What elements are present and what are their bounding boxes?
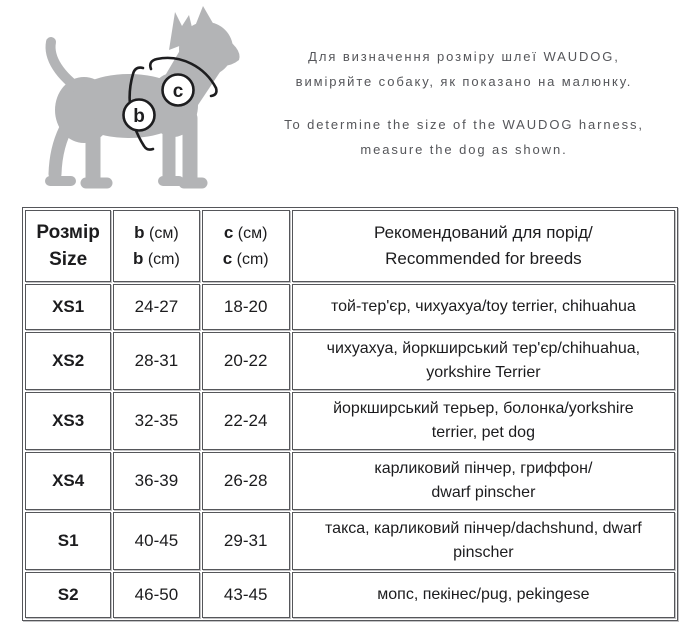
breeds-text: йоркширський терьер, болонка/yorkshire t… [291,392,675,450]
instructions-ukrainian: Для визначення розміру шлеї WAUDOG, вимі… [238,44,690,94]
header-neck-c: c (см) c (cm) [201,210,290,282]
header-b-letter-2: b [133,249,144,268]
neck-range: 29-31 [201,512,290,570]
header-c-letter: c [223,223,234,242]
header-b-letter: b [134,223,145,242]
header-breeds: Рекомендований для порід/ Recommended fo… [291,210,675,282]
measure-point-b-label: b [133,106,145,127]
instructions-uk-line1: Для визначення розміру шлеї WAUDOG, [308,49,620,64]
dog-right-ear [190,6,225,44]
breeds-text: мопс, пекінес/pug, pekingese [291,572,675,618]
breeds-text: карликовий пінчер, гриффон/ dwarf pinsch… [291,452,675,510]
size-label: S2 [25,572,112,618]
header-row: Розмір Size b (см) b (cm) c (см) c (cm) [25,210,675,282]
header-size: Розмір Size [25,210,112,282]
header-breeds-uk: Рекомендований для порід/ [374,223,593,242]
neck-range: 18-20 [201,284,290,330]
girth-range: 24-27 [113,284,200,330]
dog-body-shapes [45,6,240,189]
measure-markers: b c [122,73,195,132]
dog-hind-leg-2 [48,111,79,181]
instructions-uk-line2: виміряйте собаку, як показано на малюнку… [295,74,633,89]
instructions-en-line2: measure the dog as shown. [360,142,568,157]
girth-range: 32-35 [113,392,200,450]
header-size-en: Size [49,249,88,270]
header-c-unit-en: (cm) [236,251,269,268]
measure-point-c-label: c [173,81,184,102]
size-label: XS2 [25,332,112,390]
girth-range: 40-45 [113,512,200,570]
table-row-xs4: XS4 36-39 26-28 карликовий пінчер, грифф… [25,452,675,510]
breeds-text: чихуахуа, йоркширський тер'єр/chihuahua,… [291,332,675,390]
header-girth-b: b (см) b (cm) [113,210,200,282]
size-table: Розмір Size b (см) b (cm) c (см) c (cm) [22,207,678,621]
table-row-s2: S2 46-50 43-45 мопс, пекінес/pug, peking… [25,572,675,618]
instructions-english: To determine the size of the WAUDOG harn… [238,112,690,162]
size-label: S1 [25,512,112,570]
instructions-en-line1: To determine the size of the WAUDOG harn… [284,117,644,132]
hero-section: b c Для визначення розміру шлеї WAUDOG, … [0,0,700,205]
measure-point-c-circle [161,73,195,107]
dog-silhouette-svg: b c [45,6,240,189]
header-c-letter-2: c [222,249,233,268]
table-row-s1: S1 40-45 29-31 такса, карликовий пінчер/… [25,512,675,570]
dog-illustration: b c [30,6,244,200]
dog-left-ear [169,12,195,50]
table-row-xs3: XS3 32-35 22-24 йоркширський терьер, бол… [25,392,675,450]
header-c-unit-uk: (см) [237,225,268,242]
neck-range: 43-45 [201,572,290,618]
neck-strap-c [148,56,218,98]
size-label: XS4 [25,452,112,510]
girth-range: 28-31 [113,332,200,390]
header-b-unit-uk: (см) [149,225,179,242]
neck-range: 20-22 [201,332,290,390]
header-b-unit-en: (cm) [147,251,180,268]
breeds-text: такса, карликовий пінчер/dachshund, dwar… [291,512,675,570]
table-row-xs2: XS2 28-31 20-22 чихуахуа, йоркширський т… [25,332,675,390]
girth-range: 36-39 [113,452,200,510]
header-breeds-en: Recommended for breeds [385,249,582,268]
neck-range: 22-24 [201,392,290,450]
size-table-section: Розмір Size b (см) b (cm) c (см) c (cm) [22,207,678,621]
size-label: XS1 [25,284,112,330]
size-label: XS3 [25,392,112,450]
neck-range: 26-28 [201,452,290,510]
table-row-xs1: XS1 24-27 18-20 той-тер'єр, чихуахуа/toy… [25,284,675,330]
measure-point-b-circle [122,98,156,132]
girth-range: 46-50 [113,572,200,618]
header-size-uk: Розмір [36,222,100,243]
measuring-instructions: Для визначення розміру шлеї WAUDOG, вимі… [238,44,690,162]
breeds-text: той-тер'єр, чихуахуа/toy terrier, chihua… [291,284,675,330]
